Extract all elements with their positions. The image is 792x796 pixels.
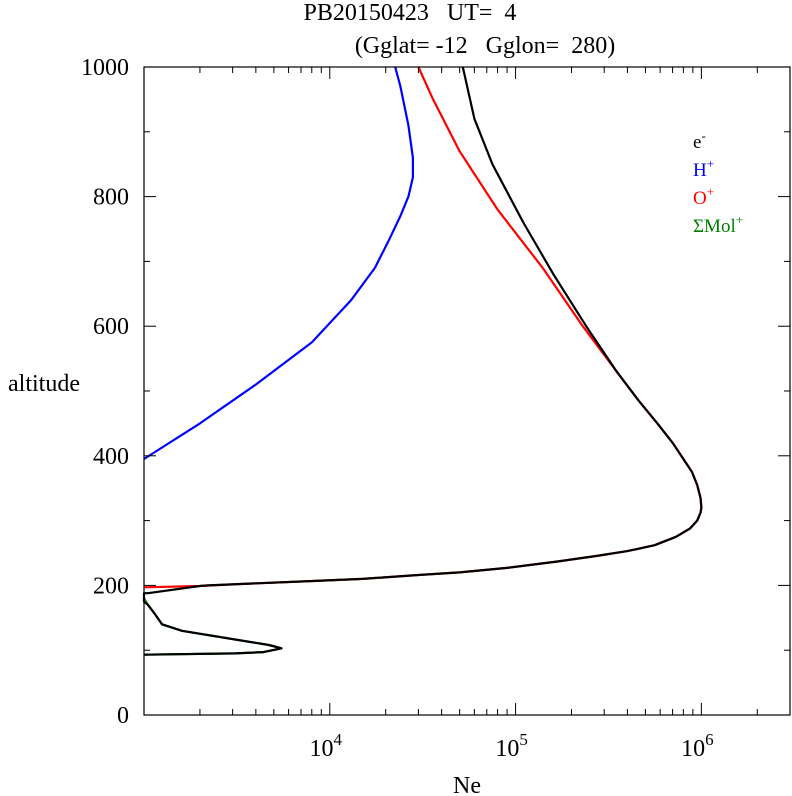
x-tick-label: 105	[495, 730, 528, 762]
x-axis-label: Ne	[453, 773, 481, 796]
series-line-2	[143, 66, 703, 589]
legend-entry-1: H+	[693, 156, 714, 181]
y-tick-label: 400	[93, 444, 129, 470]
legend-entry-3: ΣMol+	[693, 212, 743, 237]
chart-title-line2: (Gglat= -12 Gglon= 280)	[355, 33, 615, 59]
axis-layer: 0 200 400 600 800 1000 104 105 106	[81, 55, 791, 762]
x-tick-label: 104	[310, 730, 343, 762]
legend-entry-2: O+	[693, 184, 714, 209]
series-line-0	[142, 66, 703, 656]
series-line-1	[143, 66, 414, 460]
series-line-3	[143, 597, 283, 656]
y-tick-label: 1000	[81, 55, 129, 81]
legend: e- H+ O+ ΣMol+	[693, 128, 743, 237]
chart-title-line1: PB20150423 UT= 4	[304, 0, 517, 26]
y-axis-label: altitude	[8, 371, 80, 397]
y-tick-label: 200	[93, 573, 129, 599]
legend-entry-0: e-	[693, 128, 706, 153]
x-tick-label: 106	[681, 730, 714, 762]
y-tick-label: 800	[93, 185, 129, 211]
y-tick-label: 0	[117, 703, 129, 729]
y-tick-label: 600	[93, 314, 129, 340]
series-layer	[142, 66, 703, 656]
